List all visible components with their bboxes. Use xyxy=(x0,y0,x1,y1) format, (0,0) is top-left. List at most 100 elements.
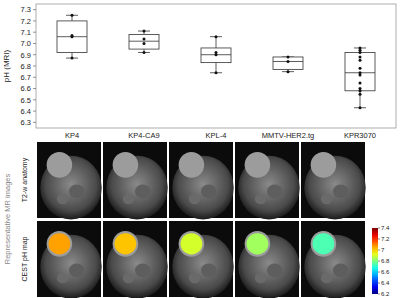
organ xyxy=(69,185,84,199)
median xyxy=(129,41,159,42)
y-tick xyxy=(33,20,36,21)
tumor xyxy=(47,152,73,178)
y-tick-label: 7.0 xyxy=(21,39,31,48)
point xyxy=(215,53,218,56)
whisker-cap xyxy=(354,47,366,48)
point xyxy=(71,14,74,17)
row-label: CEST pH map xyxy=(21,236,29,281)
x-tick-label: KP4-CA9 xyxy=(128,131,159,140)
mr-panel xyxy=(235,142,300,220)
organ xyxy=(267,185,282,199)
organ xyxy=(201,185,216,199)
y-tick xyxy=(33,43,36,44)
organ xyxy=(255,194,267,205)
y-tick-label: 6.4 xyxy=(21,107,31,116)
organ xyxy=(189,194,201,205)
y-tick-label: 6.7 xyxy=(21,73,31,82)
x-tick-label: MMTV-HER2.tg xyxy=(262,131,315,140)
tumor xyxy=(113,231,139,257)
point xyxy=(359,106,362,109)
colorbar-label: 6.2 xyxy=(381,291,390,297)
tumor xyxy=(179,152,205,178)
colorbar-tick xyxy=(378,272,380,273)
y-axis-title: pH (MRI) xyxy=(2,49,11,82)
y-tick-label: 6.9 xyxy=(21,51,31,60)
box xyxy=(345,52,375,90)
mr-panel xyxy=(37,142,102,220)
colorbar-tick xyxy=(378,239,380,240)
colorbar-tick xyxy=(378,228,380,229)
colorbar-label: 7.4 xyxy=(381,225,390,231)
organ xyxy=(255,273,267,284)
tumor xyxy=(245,231,271,257)
mr-panel xyxy=(235,221,300,298)
organ xyxy=(135,185,150,199)
tumor xyxy=(179,231,205,257)
point xyxy=(143,30,146,33)
tumor xyxy=(245,152,271,178)
whisker-cap xyxy=(138,31,150,32)
mr-panel xyxy=(103,142,168,220)
tumor xyxy=(311,231,337,257)
colorbar-tick xyxy=(378,250,380,251)
point xyxy=(215,71,218,74)
point xyxy=(359,89,362,92)
point xyxy=(359,74,362,77)
organ xyxy=(57,194,69,205)
x-tick-label: KPL-4 xyxy=(206,131,227,140)
whisker-cap xyxy=(138,52,150,53)
y-tick-label: 6.6 xyxy=(21,84,31,93)
box xyxy=(273,57,303,69)
ph-map xyxy=(49,233,71,254)
whisker-cap xyxy=(210,36,222,37)
organ xyxy=(189,273,201,284)
y-tick xyxy=(33,122,36,123)
organ xyxy=(321,194,333,205)
colorbar-tick xyxy=(378,261,380,262)
whisker-cap xyxy=(66,58,78,59)
section-label: Representative MR images xyxy=(3,174,12,265)
colorbar-label: 6.4 xyxy=(381,280,390,286)
organ xyxy=(267,264,282,278)
point xyxy=(71,57,74,60)
colorbar-label: 7 xyxy=(381,247,385,253)
boxes xyxy=(57,14,375,109)
x-tick-label: KP4 xyxy=(65,131,79,140)
box xyxy=(201,48,231,63)
organ xyxy=(333,264,348,278)
ph-map xyxy=(115,233,137,254)
box xyxy=(129,34,159,49)
row-label: T2-w anatomy xyxy=(21,157,29,202)
median xyxy=(273,61,303,62)
whisker xyxy=(360,91,361,108)
organ xyxy=(57,273,69,284)
organ xyxy=(123,194,135,205)
whisker-cap xyxy=(354,107,366,108)
y-tick-label: 7.2 xyxy=(21,17,31,26)
y-tick xyxy=(33,99,36,100)
colorbar-tick xyxy=(378,283,380,284)
whisker xyxy=(216,63,217,73)
point xyxy=(143,42,146,45)
y-tick xyxy=(33,111,36,112)
y-tick xyxy=(33,77,36,78)
point xyxy=(359,67,362,70)
point xyxy=(359,55,362,58)
colorbar xyxy=(372,228,378,294)
mr-panel xyxy=(301,221,366,298)
organ xyxy=(333,185,348,199)
point xyxy=(143,37,146,40)
box xyxy=(57,21,87,53)
tumor xyxy=(311,152,337,178)
colorbar-label: 6.8 xyxy=(381,258,390,264)
point xyxy=(359,51,362,54)
colorbar-label: 6.6 xyxy=(381,269,390,275)
whisker-cap xyxy=(282,71,294,72)
y-tick xyxy=(33,32,36,33)
y-tick xyxy=(33,66,36,67)
mr-panel xyxy=(169,221,234,298)
ph-map xyxy=(247,233,269,254)
organ xyxy=(69,264,84,278)
median xyxy=(201,54,231,55)
colorbar-tick xyxy=(378,294,380,295)
